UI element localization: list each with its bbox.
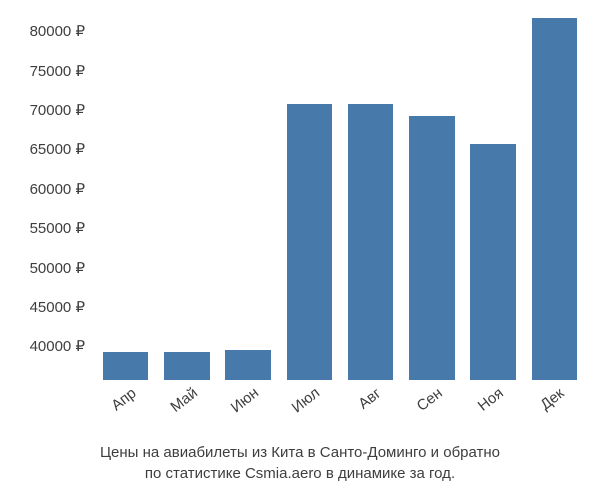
x-tick-label: Май <box>167 384 201 415</box>
x-tick-label: Июл <box>289 384 323 416</box>
bar <box>103 352 148 380</box>
y-tick-label: 50000 ₽ <box>30 259 85 277</box>
price-chart: 40000 ₽ 45000 ₽ 50000 ₽ 55000 ₽ 60000 ₽ 65000… <box>0 0 600 500</box>
x-tick-label: Дек <box>538 385 568 414</box>
bar-slot <box>156 10 217 380</box>
x-tick-label: Апр <box>108 385 139 415</box>
x-label-slot: Май <box>156 387 217 442</box>
bar-slot <box>524 10 585 380</box>
bar-slot <box>463 10 524 380</box>
y-tick-label: 40000 ₽ <box>30 337 85 355</box>
bar-slot <box>218 10 279 380</box>
plot-area <box>95 10 585 380</box>
y-tick-label: 55000 ₽ <box>30 219 85 237</box>
bar <box>348 104 393 380</box>
bar-slot <box>401 10 462 380</box>
bar-slot <box>95 10 156 380</box>
y-tick-label: 65000 ₽ <box>30 140 85 158</box>
y-tick-label: 75000 ₽ <box>30 62 85 80</box>
caption-line-1: Цены на авиабилеты из Кита в Санто-Домин… <box>0 442 600 463</box>
x-label-slot: Сен <box>401 387 462 442</box>
y-tick-label: 85000 ₽ <box>30 0 85 1</box>
x-label-slot: Дек <box>524 387 585 442</box>
bar-slot <box>279 10 340 380</box>
x-label-slot: Ноя <box>463 387 524 442</box>
bar <box>164 352 209 380</box>
x-tick-label: Сен <box>413 384 445 414</box>
bar <box>409 116 454 380</box>
y-axis: 40000 ₽ 45000 ₽ 50000 ₽ 55000 ₽ 60000 ₽ 65000… <box>0 10 90 380</box>
chart-caption: Цены на авиабилеты из Кита в Санто-Домин… <box>0 442 600 484</box>
x-tick-label: Авг <box>355 385 384 413</box>
x-axis: Апр Май Июн Июл Авг Сен Ноя Дек <box>95 387 585 442</box>
bar-slot <box>340 10 401 380</box>
bar <box>287 104 332 380</box>
y-tick-label: 80000 ₽ <box>30 22 85 40</box>
y-tick-label: 60000 ₽ <box>30 180 85 198</box>
y-tick-label: 70000 ₽ <box>30 101 85 119</box>
bar <box>470 144 515 380</box>
x-label-slot: Авг <box>340 387 401 442</box>
x-label-slot: Апр <box>95 387 156 442</box>
y-tick-label: 45000 ₽ <box>30 298 85 316</box>
x-tick-label: Июн <box>228 384 262 416</box>
x-tick-label: Ноя <box>475 384 507 414</box>
bar <box>225 350 270 380</box>
x-label-slot: Июл <box>279 387 340 442</box>
caption-line-2: по статистике Csmia.aero в динамике за г… <box>0 463 600 484</box>
x-label-slot: Июн <box>218 387 279 442</box>
bar <box>532 18 577 380</box>
bars-container <box>95 10 585 380</box>
